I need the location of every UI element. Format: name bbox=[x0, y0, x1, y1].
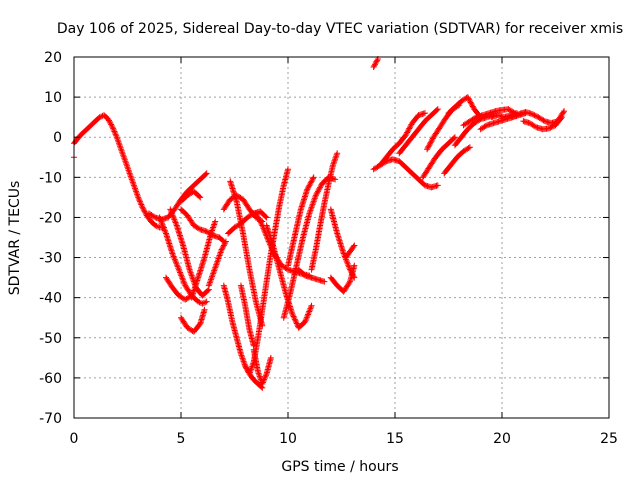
data-point-markers bbox=[419, 134, 458, 181]
data-segment bbox=[370, 56, 381, 71]
x-tick-label: 25 bbox=[600, 431, 618, 447]
data-segment bbox=[178, 188, 204, 205]
y-tick-label: -20 bbox=[39, 210, 62, 226]
x-tick-label: 20 bbox=[493, 431, 511, 447]
data-segment bbox=[520, 114, 565, 133]
data-segment bbox=[237, 282, 257, 349]
data-segment bbox=[205, 238, 229, 289]
data-segment bbox=[308, 150, 341, 273]
axis-tick-labels: 0 5 10 15 20 25 20 10 0 -10 -20 -30 -40 -50 -60 -70 bbox=[39, 50, 618, 447]
x-tick-label: 10 bbox=[279, 431, 297, 447]
y-axis-label: SDTVAR / TECUs bbox=[7, 181, 23, 296]
y-tick-label: 0 bbox=[53, 130, 62, 146]
data-segment bbox=[227, 178, 266, 329]
data-point-markers bbox=[488, 110, 520, 121]
axis-ticks bbox=[73, 56, 610, 419]
x-axis-label: GPS time / hours bbox=[281, 459, 398, 475]
data-point-markers bbox=[250, 346, 274, 387]
data-segment bbox=[460, 106, 518, 129]
y-tick-label: 10 bbox=[44, 90, 62, 106]
data-point-markers bbox=[295, 266, 328, 285]
data-point-markers bbox=[227, 178, 266, 329]
y-tick-label: -60 bbox=[39, 371, 62, 387]
data-segment bbox=[396, 106, 441, 157]
data-point-markers bbox=[445, 94, 484, 121]
data-segment bbox=[280, 174, 339, 321]
data-point-markers bbox=[520, 114, 565, 133]
data-segment bbox=[441, 144, 473, 177]
data-point-markers bbox=[285, 174, 317, 269]
data-segment bbox=[295, 266, 328, 285]
y-tick-label: -50 bbox=[39, 331, 62, 347]
data-segment bbox=[156, 214, 210, 307]
data-point-markers bbox=[280, 174, 339, 321]
data-point-markers bbox=[342, 242, 358, 261]
data-point-markers bbox=[377, 110, 428, 169]
x-tick-label: 5 bbox=[177, 431, 186, 447]
data-segment bbox=[488, 110, 520, 121]
data-segment bbox=[377, 110, 428, 169]
x-tick-label: 15 bbox=[386, 431, 404, 447]
data-segment bbox=[342, 242, 358, 261]
data-segment bbox=[250, 346, 274, 387]
y-tick-label: 20 bbox=[44, 50, 62, 66]
data-segment bbox=[188, 218, 219, 301]
data-point-markers bbox=[308, 150, 341, 273]
chart-title: Day 106 of 2025, Sidereal Day-to-day VTE… bbox=[57, 21, 623, 37]
plot-frame bbox=[73, 56, 610, 419]
data-point-markers bbox=[237, 282, 257, 349]
data-point-markers bbox=[188, 218, 219, 301]
data-segment bbox=[178, 306, 208, 335]
data-point-markers bbox=[396, 106, 441, 157]
data-point-markers bbox=[370, 56, 381, 71]
data-point-markers bbox=[441, 144, 473, 177]
data-point-markers bbox=[327, 262, 358, 295]
x-tick-label: 0 bbox=[70, 431, 79, 447]
data-segment bbox=[285, 174, 317, 269]
data-segment bbox=[419, 134, 458, 181]
grid bbox=[74, 57, 609, 418]
data-segment bbox=[327, 262, 358, 295]
data-segment bbox=[445, 94, 484, 121]
data-point-markers bbox=[178, 188, 204, 205]
y-tick-label: -70 bbox=[39, 411, 62, 427]
data-series bbox=[71, 56, 568, 391]
data-point-markers bbox=[156, 214, 210, 307]
data-point-markers bbox=[205, 238, 229, 289]
y-tick-label: -30 bbox=[39, 251, 62, 267]
data-point-markers bbox=[460, 106, 518, 129]
data-point-markers bbox=[178, 306, 208, 335]
y-tick-label: -40 bbox=[39, 291, 62, 307]
y-tick-label: -10 bbox=[39, 170, 62, 186]
